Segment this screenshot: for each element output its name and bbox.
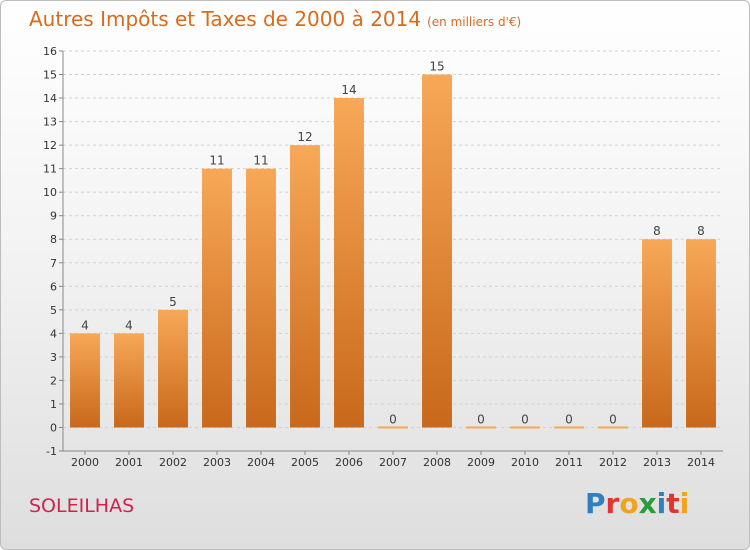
chart-subtitle: (en milliers d'€)	[427, 15, 522, 29]
logo-letter: r	[605, 487, 620, 520]
y-tick-label: 1	[50, 398, 57, 411]
bar-2005[interactable]	[290, 145, 320, 428]
chart-title: Autres Impôts et Taxes de 2000 à 2014	[29, 7, 422, 31]
x-tick-label-2009: 2009	[467, 456, 495, 469]
logo-letter: x	[638, 487, 657, 520]
bar-2001[interactable]	[114, 333, 144, 428]
x-tick-label-2003: 2003	[203, 456, 231, 469]
logo-letter: P	[585, 487, 606, 520]
x-tick-label-2012: 2012	[599, 456, 627, 469]
x-tick-label-2002: 2002	[159, 456, 187, 469]
bar-2012[interactable]	[598, 426, 628, 429]
data-label-2002: 5	[169, 295, 177, 309]
bar-2003[interactable]	[202, 168, 232, 428]
data-label-2000: 4	[81, 318, 89, 332]
logo-letter: i	[679, 487, 690, 520]
y-tick-label: 14	[43, 92, 57, 105]
x-tick-label-2004: 2004	[247, 456, 275, 469]
bar-2008[interactable]	[422, 74, 452, 428]
y-tick-label: 9	[50, 210, 57, 223]
y-tick-label: 5	[50, 304, 57, 317]
data-label-2008: 15	[429, 60, 444, 74]
y-tick-label: 3	[50, 351, 57, 364]
data-label-2003: 11	[209, 154, 224, 168]
bar-2009[interactable]	[466, 426, 496, 429]
bar-2010[interactable]	[510, 426, 540, 429]
data-label-2009: 0	[477, 412, 485, 426]
y-tick-label: 15	[43, 69, 57, 82]
x-tick-label-2005: 2005	[291, 456, 319, 469]
data-label-2012: 0	[609, 412, 617, 426]
bar-2002[interactable]	[158, 309, 188, 428]
y-tick-label: 4	[50, 327, 57, 340]
x-tick-label-2001: 2001	[115, 456, 143, 469]
y-tick-label: 7	[50, 257, 57, 270]
bar-2011[interactable]	[554, 426, 584, 429]
x-tick-label-2000: 2000	[71, 456, 99, 469]
data-label-2001: 4	[125, 318, 133, 332]
logo-letter: o	[619, 487, 639, 520]
data-label-2014: 8	[697, 224, 705, 238]
y-tick-label: 12	[43, 139, 57, 152]
y-tick-label: -1	[46, 445, 57, 458]
proxiti-logo[interactable]: Proxiti	[585, 487, 689, 520]
y-tick-label: 13	[43, 116, 57, 129]
data-label-2005: 12	[297, 130, 312, 144]
y-tick-label: 11	[43, 163, 57, 176]
x-tick-label-2006: 2006	[335, 456, 363, 469]
x-tick-label-2014: 2014	[687, 456, 715, 469]
x-tick-label-2011: 2011	[555, 456, 583, 469]
y-tick-label: 2	[50, 374, 57, 387]
data-label-2011: 0	[565, 412, 573, 426]
y-tick-label: 8	[50, 233, 57, 246]
bar-2013[interactable]	[642, 239, 672, 428]
bar-2004[interactable]	[246, 168, 276, 428]
data-label-2004: 11	[253, 154, 268, 168]
bar-2006[interactable]	[334, 98, 364, 428]
x-tick-label-2007: 2007	[379, 456, 407, 469]
y-tick-label: 10	[43, 186, 57, 199]
x-tick-label-2008: 2008	[423, 456, 451, 469]
chart-title-block: Autres Impôts et Taxes de 2000 à 2014 (en…	[29, 7, 521, 31]
logo-letter: i	[656, 487, 667, 520]
data-label-2010: 0	[521, 412, 529, 426]
y-tick-label: 16	[43, 45, 57, 58]
x-tick-label-2010: 2010	[511, 456, 539, 469]
data-label-2013: 8	[653, 224, 661, 238]
y-tick-label: 0	[50, 421, 57, 434]
bar-2007[interactable]	[378, 426, 408, 429]
x-tick-label-2013: 2013	[643, 456, 671, 469]
data-label-2007: 0	[389, 412, 397, 426]
commune-name: SOLEILHAS	[29, 495, 135, 517]
bar-2014[interactable]	[686, 239, 716, 428]
data-label-2006: 14	[341, 83, 356, 97]
bar-2000[interactable]	[70, 333, 100, 428]
y-tick-label: 6	[50, 280, 57, 293]
logo-letter: t	[666, 487, 680, 520]
